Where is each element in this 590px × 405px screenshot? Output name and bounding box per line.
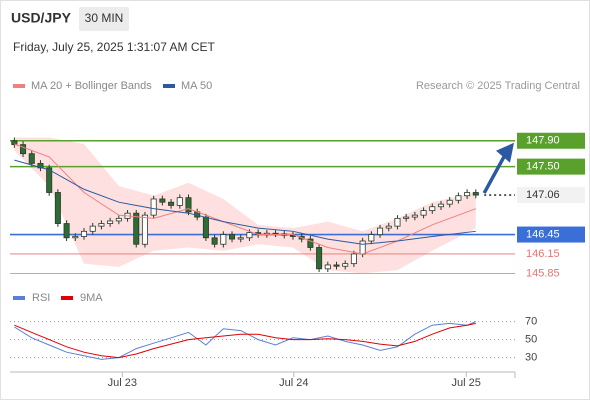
candle-body: [472, 192, 479, 196]
candle-body: [350, 253, 357, 265]
candle-body: [176, 197, 183, 206]
y-tick-label: 50: [525, 334, 537, 346]
level-label: 146.15: [526, 248, 560, 260]
candle-body: [420, 210, 427, 216]
target-arrowhead: [496, 142, 514, 163]
moving-average: [14, 159, 476, 245]
level-label-box: [517, 132, 585, 149]
candle-body: [333, 264, 340, 267]
candle-body: [20, 144, 27, 155]
legend-label: MA 20 + Bollinger Bands: [31, 80, 152, 92]
x-tick-label: Jul 24: [279, 377, 308, 389]
candle-body: [316, 247, 323, 270]
candle-body: [46, 167, 53, 193]
candle-body: [115, 217, 122, 222]
symbol: USD/JPY: [11, 10, 72, 26]
candle-body: [464, 192, 471, 197]
candle-body: [54, 192, 61, 224]
candle-body: [429, 206, 436, 212]
timestamp: Friday, July 25, 2025 1:31:07 AM CET: [13, 40, 216, 54]
indicator-line: [14, 322, 476, 359]
legend-label: 9MA: [80, 292, 103, 304]
candle-body: [394, 217, 401, 227]
candle-body: [28, 153, 35, 164]
legend-label: MA 50: [181, 80, 212, 92]
candle-body: [324, 264, 331, 270]
candle-body: [437, 203, 445, 208]
rsi-panel: RSI 9MA 30 50 70: [10, 292, 537, 364]
level-label: 146.45: [526, 228, 560, 240]
legend-swatch: [13, 84, 25, 88]
candle-body: [342, 263, 349, 267]
level-label-box: [517, 187, 585, 204]
legend-label: RSI: [32, 292, 50, 304]
candle-body: [168, 201, 175, 206]
y-tick-label: 70: [525, 316, 537, 328]
candle-body: [202, 216, 209, 239]
target-arrow: [482, 155, 506, 194]
candle-body: [446, 199, 453, 205]
moving-average: [14, 143, 476, 255]
legend-swatch: [163, 84, 175, 88]
candle-body: [411, 214, 418, 218]
candle-body: [159, 198, 166, 203]
candle-body: [385, 225, 392, 229]
candle-body: [377, 227, 384, 235]
candle-body: [211, 237, 218, 245]
interval-box: [79, 7, 129, 31]
candle-body: [141, 214, 148, 245]
price-panel: MA 20 + Bollinger Bands MA 50 147.90 147.50…: [10, 80, 585, 389]
bollinger-band: [14, 137, 476, 274]
legend-swatch: [13, 296, 25, 300]
candle-body: [185, 197, 192, 213]
level-label: 147.50: [526, 161, 560, 173]
candle-body: [237, 237, 244, 240]
legend-swatch: [61, 296, 73, 300]
level-label-box: [517, 226, 585, 243]
candle-body: [368, 234, 375, 242]
candle-body: [80, 230, 88, 237]
indicator-line: [14, 321, 477, 360]
candle-body: [229, 234, 236, 240]
candle-body: [307, 238, 314, 248]
candle-body: [98, 223, 105, 227]
x-tick-label: Jul 25: [452, 377, 481, 389]
interval: 30 MIN: [85, 11, 124, 25]
candle-body: [72, 236, 79, 239]
level-label: 147.90: [526, 135, 560, 147]
level-label-box: [517, 158, 585, 175]
level-label: 147.06: [526, 189, 560, 201]
candle-body: [63, 223, 70, 239]
candle-body: [89, 225, 96, 232]
candle-body: [11, 140, 18, 146]
candle-body: [150, 198, 157, 216]
candle-body: [359, 240, 366, 255]
y-tick-label: 30: [525, 352, 537, 364]
candle-body: [133, 212, 140, 245]
candle-body: [107, 220, 114, 224]
x-tick-label: Jul 23: [108, 377, 137, 389]
level-label: 145.85: [526, 267, 560, 279]
candle-body: [403, 216, 410, 219]
candle-body: [220, 234, 227, 245]
candle-body: [455, 195, 462, 201]
credit: Research © 2025 Trading Central: [416, 80, 580, 92]
candle-body: [246, 232, 253, 239]
